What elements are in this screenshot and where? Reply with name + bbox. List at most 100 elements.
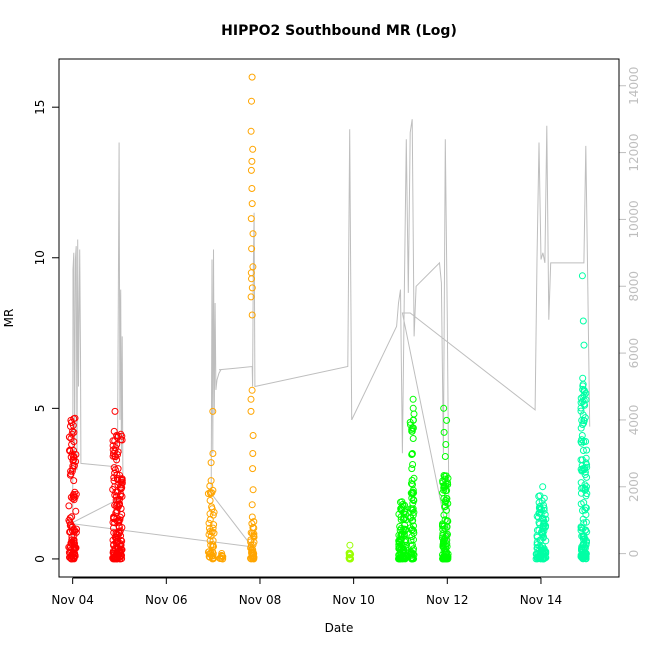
data-point	[408, 526, 416, 533]
data-point	[577, 407, 585, 415]
data-point	[439, 520, 446, 528]
data-point	[249, 450, 257, 457]
point-group-green	[406, 395, 418, 563]
data-point	[248, 311, 256, 319]
mr-points	[65, 73, 591, 563]
data-point	[117, 552, 125, 560]
data-point	[249, 263, 257, 271]
data-point	[542, 515, 550, 523]
data-point	[115, 549, 123, 557]
data-point	[248, 284, 256, 292]
data-point	[69, 453, 77, 461]
data-point	[536, 492, 544, 500]
data-point	[248, 185, 256, 192]
data-point	[539, 534, 547, 542]
data-point	[441, 453, 449, 460]
data-point	[440, 428, 448, 436]
data-point	[209, 450, 217, 457]
data-point	[410, 529, 418, 537]
data-point	[581, 401, 589, 409]
data-point	[536, 505, 544, 513]
data-point	[249, 230, 257, 238]
data-point	[206, 537, 214, 545]
data-point	[66, 447, 73, 454]
data-point	[247, 407, 255, 415]
data-point	[579, 317, 587, 325]
x-tick-label: Nov 04	[51, 593, 94, 607]
data-point	[540, 522, 548, 530]
data-point	[249, 546, 257, 554]
data-point	[582, 454, 590, 462]
data-point	[111, 453, 119, 460]
data-point	[440, 544, 448, 552]
data-point	[210, 521, 218, 529]
y-tick-label: 10	[33, 250, 47, 265]
data-point	[250, 524, 258, 532]
point-group-yellowgreen	[345, 541, 355, 563]
data-point	[70, 456, 78, 463]
data-point	[118, 475, 126, 483]
data-point	[395, 542, 403, 550]
data-point	[582, 485, 590, 493]
data-point	[248, 157, 256, 165]
data-point	[578, 439, 586, 447]
data-point	[248, 520, 256, 528]
data-point	[578, 553, 586, 561]
data-point	[408, 465, 416, 473]
y2-tick-label: 2000	[627, 471, 641, 502]
data-point	[441, 503, 449, 511]
data-point	[409, 416, 417, 424]
data-point	[72, 507, 80, 515]
data-point	[209, 548, 216, 556]
data-point	[65, 502, 73, 510]
data-point	[248, 386, 256, 394]
y-tick-label: 15	[33, 100, 47, 115]
x-tick-label: Nov 10	[332, 593, 375, 607]
data-point	[580, 386, 588, 394]
data-point	[439, 477, 447, 485]
data-point	[442, 441, 450, 448]
data-point	[113, 508, 121, 516]
data-point	[581, 485, 589, 492]
data-point	[113, 530, 121, 538]
data-point	[67, 435, 75, 442]
y2-tick-label: 0	[627, 550, 641, 558]
data-point	[408, 450, 416, 457]
data-point	[538, 544, 546, 552]
data-point	[400, 549, 408, 557]
x-tick-label: Nov 06	[145, 593, 188, 607]
data-point	[68, 540, 76, 548]
data-point	[209, 524, 217, 532]
data-point	[111, 483, 119, 491]
data-point	[207, 477, 215, 485]
data-point	[409, 424, 417, 432]
data-point	[577, 526, 585, 534]
data-point	[248, 200, 256, 208]
data-point	[580, 416, 588, 424]
data-point	[247, 555, 255, 563]
point-group-orange	[204, 407, 218, 563]
point-group-orange	[247, 73, 258, 563]
data-point	[408, 425, 416, 433]
data-point	[118, 484, 126, 492]
data-point	[536, 546, 544, 554]
data-point	[66, 554, 74, 561]
data-point	[399, 502, 407, 510]
data-point	[583, 483, 590, 491]
data-point	[444, 517, 451, 525]
data-point	[114, 476, 122, 484]
data-point	[72, 490, 80, 498]
data-point	[249, 432, 257, 439]
data-point	[347, 555, 354, 563]
data-point	[443, 495, 451, 503]
data-point	[113, 456, 121, 464]
data-point	[249, 145, 257, 153]
data-point	[116, 501, 123, 509]
data-point	[582, 492, 590, 500]
point-group-green	[438, 404, 452, 563]
point-group-red	[109, 407, 126, 563]
data-point	[114, 537, 122, 545]
data-point	[248, 513, 256, 521]
data-point	[577, 394, 585, 402]
